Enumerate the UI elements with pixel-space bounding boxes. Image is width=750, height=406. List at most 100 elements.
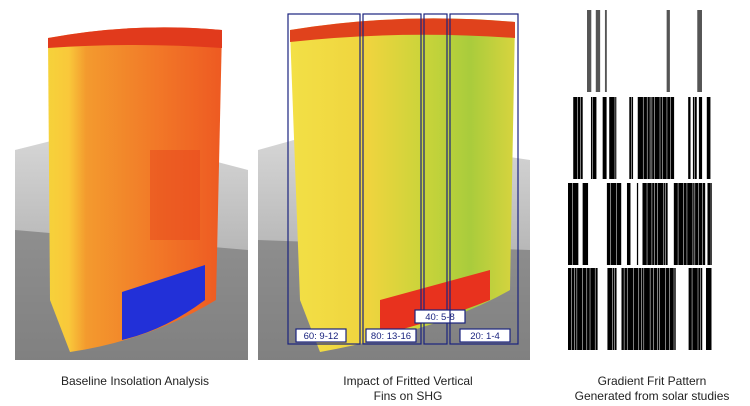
frit-stripe [683,183,687,265]
frit-stripe [602,97,607,179]
frit-stripe [664,183,666,265]
frit-stripe [595,268,598,350]
frit-stripe [626,183,631,265]
frit-stripe [662,97,667,179]
frit-stripe [612,268,615,350]
frit-stripe [590,97,593,179]
frit-stripe [653,268,658,350]
frit-stripe [574,268,577,350]
frit-stripe [595,10,601,92]
frit-stripe [616,183,622,265]
frit-stripe [674,268,676,350]
caption: Impact of Fritted Vertical [343,374,472,388]
frit-stripe [644,268,650,350]
frit-stripe [587,268,590,350]
frit-stripe [590,268,595,350]
frit-stripe [699,183,703,265]
frit-stripe [582,268,587,350]
frit-stripe [568,268,572,350]
frit-stripe [692,268,698,350]
frit-stripe [694,97,697,179]
frit-stripe [650,268,654,350]
frit-stripe [698,268,701,350]
frit-stripe [700,268,703,350]
frit-stripe [711,183,712,265]
frit-stripe [614,268,617,350]
frit-stripe [702,183,706,265]
zone-box [362,13,422,345]
frit-stripe [633,268,639,350]
frit-stripe [666,10,670,92]
frit-stripe [667,97,671,179]
frit-stripe [631,97,634,179]
frit-stripe [610,183,617,265]
fins-render: 60: 9-12 80: 13-16 40: 5-8 20: 1-4 [258,10,530,360]
caption: Generated from solar studies [575,389,730,403]
frit-stripe [587,10,592,92]
frit-stripe [652,183,655,265]
frit-stripe [629,97,632,179]
frit-stripe [657,183,664,265]
frit-stripe [660,97,663,179]
frit-stripe [693,183,695,265]
zone-label: 60: 9-12 [304,331,339,342]
frit-stripe [627,268,634,350]
frit-pattern [568,10,712,350]
frit-stripe [657,268,660,350]
frit-stripe [698,97,703,179]
frit-stripe [707,183,711,265]
caption: Baseline Insolation Analysis [61,374,209,388]
caption: Fins on SHG [374,389,443,403]
frit-stripe [652,97,655,179]
frit-stripe [665,183,668,265]
frit-stripe [571,268,575,350]
baseline-render [15,10,248,360]
frit-stripe [568,183,573,265]
frit-stripe [659,268,666,350]
frit-stripe [665,268,670,350]
frit-stripe [641,268,644,350]
zone-label-box [459,328,511,343]
frit-stripe [582,183,589,265]
frit-stripe [604,10,607,92]
zone-label-box [414,309,466,324]
frit-stripe [650,97,652,179]
frit-stripe [647,97,650,179]
zone-box [287,13,361,345]
frit-stripe [572,183,579,265]
zone-label: 40: 5-8 [425,312,455,323]
frit-stripe [607,268,613,350]
zone-box [449,13,519,345]
zone-label: 80: 13-16 [371,331,411,342]
frit-stripe [697,10,702,92]
frit-stripe [673,183,678,265]
zone-box [423,13,448,345]
frit-stripe [654,183,658,265]
zone-label-box [365,328,417,343]
frit-stripe [670,97,675,179]
frit-stripe [692,97,695,179]
frit-stripe [642,183,647,265]
frit-stripe [639,268,642,350]
frit-stripe [654,97,660,179]
frit-stripe [592,97,597,179]
caption: Gradient Frit Pattern [598,374,707,388]
frit-stripe [577,268,583,350]
frit-stripe [624,268,627,350]
frit-stripe [637,97,643,179]
frit-stripe [688,268,692,350]
frit-stripe [573,97,578,179]
frit-stripe [643,97,647,179]
frit-stripe [706,97,711,179]
frit-stripe [678,183,684,265]
frit-stripe [577,97,581,179]
frit-stripe [615,97,617,179]
frit-stripe [669,268,674,350]
frit-stripe [695,183,699,265]
frit-stripe [688,97,691,179]
frit-stripe [647,183,652,265]
zone-label: 20: 1-4 [470,331,500,342]
zone-label-box [295,328,347,343]
